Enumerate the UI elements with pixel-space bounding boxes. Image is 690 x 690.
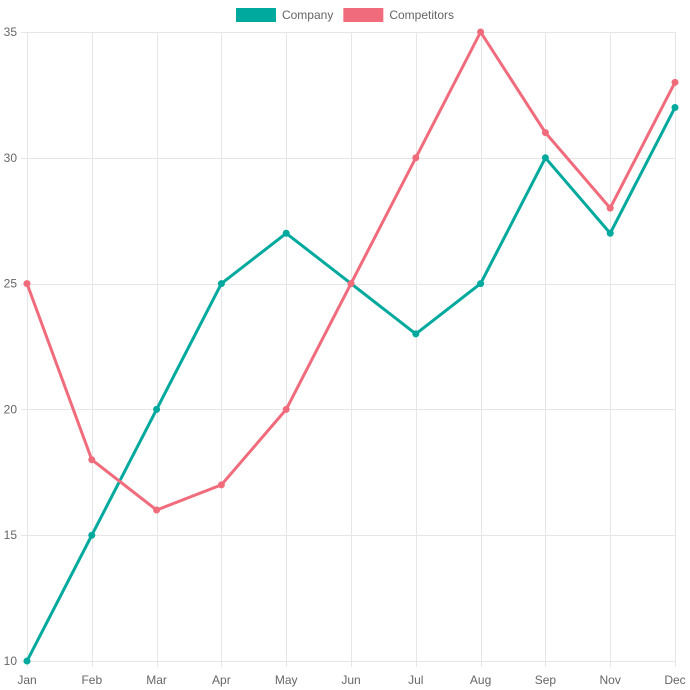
legend[interactable]: Company Competitors xyxy=(235,8,454,22)
axis-labels: 10 15 20 25 30 35 Jan Feb Mar Apr May Jun Jul Aug Sep N… xyxy=(4,25,686,687)
y-tick-label: 10 xyxy=(4,654,18,668)
data-point-company[interactable] xyxy=(541,154,549,162)
data-point-company[interactable] xyxy=(671,103,679,111)
x-tick-label: Aug xyxy=(470,673,491,687)
legend-swatch xyxy=(235,8,276,22)
legend-item-competitors[interactable]: Competitors xyxy=(343,8,454,22)
data-point-competitors[interactable] xyxy=(671,78,679,86)
data-point-competitors[interactable] xyxy=(23,280,31,288)
data-point-company[interactable] xyxy=(88,531,96,539)
data-point-company[interactable] xyxy=(412,330,420,338)
y-tick-label: 15 xyxy=(4,528,18,542)
x-tick-label: Apr xyxy=(212,673,231,687)
x-tick-label: May xyxy=(275,673,298,687)
data-point-competitors[interactable] xyxy=(217,481,225,489)
x-tick-label: Dec xyxy=(664,673,685,687)
x-tick-label: Feb xyxy=(81,673,102,687)
data-point-company[interactable] xyxy=(282,229,290,237)
legend-swatch xyxy=(343,8,384,22)
data-point-company[interactable] xyxy=(217,280,225,288)
x-tick-label: Jun xyxy=(341,673,360,687)
legend-item-company[interactable]: Company xyxy=(235,8,333,22)
y-tick-label: 35 xyxy=(4,25,18,39)
data-point-competitors[interactable] xyxy=(88,456,96,464)
x-tick-label: Nov xyxy=(600,673,621,687)
data-point-company[interactable] xyxy=(477,280,485,288)
series-competitors xyxy=(23,28,679,514)
legend-label: Company xyxy=(282,8,333,22)
data-point-competitors[interactable] xyxy=(541,129,549,137)
series-layer xyxy=(23,28,679,665)
data-point-company[interactable] xyxy=(606,229,614,237)
data-point-company[interactable] xyxy=(153,405,161,413)
data-point-competitors[interactable] xyxy=(347,280,355,288)
x-tick-label: Jul xyxy=(408,673,423,687)
data-point-company[interactable] xyxy=(23,657,31,665)
data-point-competitors[interactable] xyxy=(606,204,614,212)
x-tick-label: Jan xyxy=(17,673,36,687)
data-point-competitors[interactable] xyxy=(477,28,485,36)
legend-label: Competitors xyxy=(389,8,454,22)
grid-layer xyxy=(21,32,676,667)
data-point-competitors[interactable] xyxy=(282,405,290,413)
data-point-competitors[interactable] xyxy=(412,154,420,162)
x-tick-label: Sep xyxy=(535,673,557,687)
x-tick-label: Mar xyxy=(146,673,167,687)
y-tick-label: 30 xyxy=(4,151,18,165)
y-tick-label: 20 xyxy=(4,402,18,416)
data-point-competitors[interactable] xyxy=(153,506,161,514)
y-tick-label: 25 xyxy=(4,277,18,291)
